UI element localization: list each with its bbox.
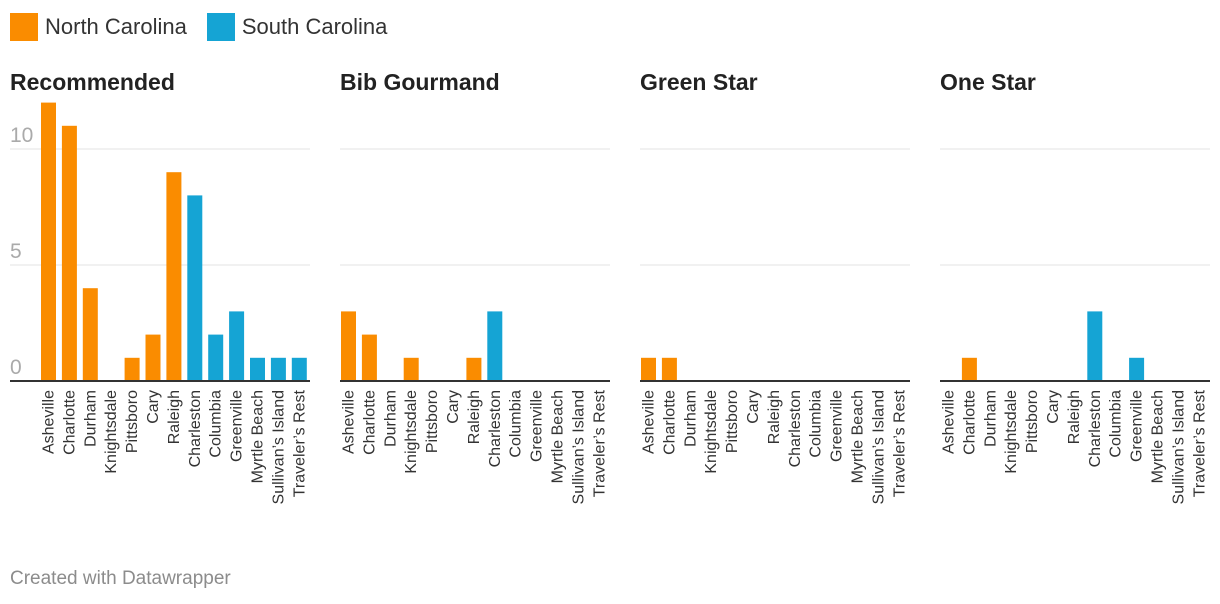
bar-traveler-s-rest	[291, 357, 307, 381]
x-tick-label: Knightsdale	[703, 390, 720, 474]
bar-cary	[145, 334, 161, 381]
x-tick-label: Cary	[1045, 390, 1062, 424]
x-tick-label: Asheville	[641, 390, 658, 454]
x-tick-label: Raleigh	[466, 390, 483, 444]
x-tick-label: Knightsdale	[403, 390, 420, 474]
x-tick-label: Myrtle Beach	[250, 390, 267, 483]
x-tick-label: Traveler’s Rest	[1191, 389, 1208, 497]
x-tick-label: Columbia	[208, 390, 225, 458]
bar-raleigh	[466, 357, 482, 381]
bar-knightsdale	[403, 357, 419, 381]
x-tick-label: Greenville	[829, 390, 846, 462]
x-tick-label: Durham	[682, 390, 699, 447]
bar-charlotte	[661, 357, 677, 381]
y-tick-label: 0	[10, 356, 22, 379]
bar-columbia	[208, 334, 224, 381]
x-tick-label: Knightsdale	[1003, 390, 1020, 474]
legend-label-south-carolina: South Carolina	[241, 14, 388, 39]
x-tick-label: Sullivan’s Island	[270, 390, 287, 504]
x-tick-label: Charleston	[1087, 390, 1104, 467]
legend-label-north-carolina: North Carolina	[45, 14, 187, 39]
bar-pittsboro	[124, 357, 140, 381]
bar-charleston	[1087, 311, 1103, 381]
x-tick-label: Greenville	[1129, 390, 1146, 462]
x-tick-label: Pittsboro	[424, 390, 441, 453]
x-tick-label: Sullivan’s Island	[1170, 390, 1187, 504]
panel-title: Recommended	[10, 69, 175, 95]
x-tick-label: Cary	[445, 390, 462, 424]
legend-swatch-south-carolina	[206, 13, 235, 41]
bar-charleston	[187, 195, 203, 381]
x-tick-label: Traveler’s Rest	[891, 389, 908, 497]
x-tick-label: Pittsboro	[724, 390, 741, 453]
x-tick-label: Columbia	[808, 390, 825, 458]
bar-charlotte	[61, 125, 77, 381]
x-tick-label: Myrtle Beach	[850, 390, 867, 483]
bar-raleigh	[166, 172, 182, 381]
bar-myrtle-beach	[250, 357, 265, 381]
x-tick-label: Asheville	[41, 390, 58, 454]
panel-title: One Star	[940, 69, 1036, 95]
chart-panel-bib-gourmand: Bib Gourmand Asheville Charlotte Durham Knig…	[340, 69, 610, 504]
x-tick-label: Charleston	[487, 390, 504, 467]
x-tick-label: Charlotte	[961, 390, 978, 455]
x-tick-label: Greenville	[229, 390, 246, 462]
x-tick-label: Durham	[982, 390, 999, 447]
bar-asheville	[341, 311, 356, 381]
x-tick-label: Durham	[382, 390, 399, 447]
y-tick-label: 5	[10, 240, 22, 263]
bar-asheville	[41, 102, 56, 381]
chart-panel-green-star: Green Star Asheville Charlotte Durham Knight…	[640, 69, 910, 504]
x-tick-label: Charlotte	[361, 390, 378, 455]
legend-item-south-carolina: South Carolina	[206, 13, 388, 41]
x-tick-label: Raleigh	[166, 390, 183, 444]
legend-swatch-north-carolina	[10, 13, 38, 41]
y-tick-label: 10	[10, 124, 33, 147]
x-tick-label: Columbia	[1108, 390, 1125, 458]
x-tick-label: Raleigh	[766, 390, 783, 444]
bar-charleston	[487, 311, 503, 381]
x-tick-label: Greenville	[529, 390, 546, 462]
x-tick-label: Charleston	[187, 390, 204, 467]
bar-greenville	[229, 311, 245, 381]
x-tick-label: Myrtle Beach	[1150, 390, 1167, 483]
x-tick-label: Myrtle Beach	[550, 390, 567, 483]
x-tick-label: Sullivan’s Island	[570, 390, 587, 504]
x-tick-label: Pittsboro	[1024, 390, 1041, 453]
x-tick-label: Knightsdale	[103, 390, 120, 474]
chart-panel-recommended: Recommended 0 5 10 Asheville Charlotte Durham K…	[10, 69, 310, 504]
bar-sullivan-s-island	[270, 357, 286, 381]
bar-charlotte	[361, 334, 377, 381]
legend-item-north-carolina: North Carolina	[10, 13, 187, 41]
panel-title: Green Star	[640, 69, 758, 95]
x-tick-label: Cary	[145, 390, 162, 424]
x-tick-label: Columbia	[508, 390, 525, 458]
x-tick-label: Asheville	[341, 390, 358, 454]
x-tick-label: Raleigh	[1066, 390, 1083, 444]
x-tick-label: Asheville	[941, 390, 958, 454]
x-tick-label: Charlotte	[661, 390, 678, 455]
bar-durham	[82, 288, 98, 381]
legend: North Carolina South Carolina	[10, 12, 407, 42]
chart-panel-one-star: One Star Asheville Charlotte Durham Knightsd…	[940, 69, 1210, 504]
x-tick-label: Durham	[82, 390, 99, 447]
x-tick-label: Cary	[745, 390, 762, 424]
credit-footer: Created with Datawrapper	[10, 568, 231, 589]
bar-charlotte	[961, 357, 977, 381]
x-tick-label: Sullivan’s Island	[870, 390, 887, 504]
bar-greenville	[1129, 357, 1145, 381]
x-tick-label: Charleston	[787, 390, 804, 467]
bar-asheville	[641, 357, 656, 381]
x-tick-label: Traveler’s Rest	[591, 389, 608, 497]
panel-title: Bib Gourmand	[340, 69, 500, 95]
x-tick-label: Pittsboro	[124, 390, 141, 453]
x-tick-label: Traveler’s Rest	[291, 389, 308, 497]
x-tick-label: Charlotte	[61, 390, 78, 455]
